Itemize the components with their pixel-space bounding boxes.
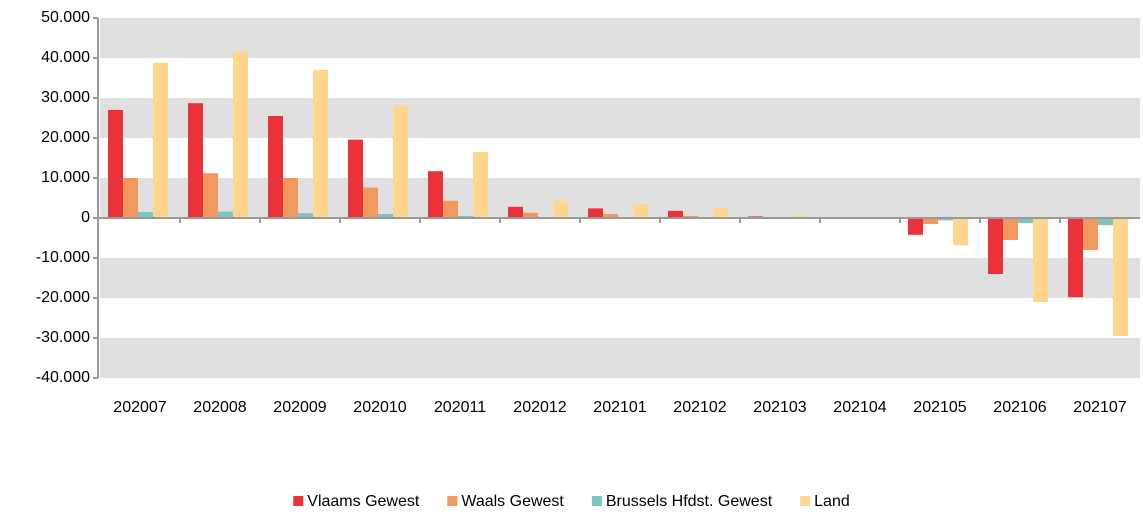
x-tick-label: 202010 [353,399,406,416]
x-tick-label: 202104 [833,399,886,416]
grid-band [100,18,1140,58]
legend-label: Brussels Hfdst. Gewest [606,493,773,510]
x-tick-label: 202007 [113,399,166,416]
x-tick-label: 202102 [673,399,726,416]
y-tick-label: 50.000 [41,9,90,26]
bar [268,116,283,218]
legend-swatch [447,496,457,506]
y-tick-label: 10.000 [41,169,90,186]
grid-band [100,338,1140,378]
bar [203,173,218,218]
bar [633,204,648,218]
grid-band [100,98,1140,138]
x-tick-label: 202105 [913,399,966,416]
grid-band [100,258,1140,298]
bar [348,140,363,218]
bar [393,105,408,218]
y-tick-label: -30.000 [36,329,90,346]
bar [553,201,568,218]
bar [283,178,298,218]
bar [1003,218,1018,240]
bar [188,103,203,218]
x-tick-label: 202011 [434,399,486,416]
bar [668,211,683,218]
legend-swatch [592,496,602,506]
x-tick-label: 202101 [593,399,646,416]
bar [313,70,328,218]
x-tick-label: 202008 [193,399,246,416]
bar [473,152,488,218]
y-tick-label: 40.000 [41,49,90,66]
x-tick-label: 202103 [753,399,806,416]
bar [953,218,968,245]
y-tick-label: 0 [81,209,90,226]
legend-swatch [293,496,303,506]
y-tick-label: -10.000 [36,249,90,266]
bar [588,208,603,218]
y-tick-label: 30.000 [41,89,90,106]
bar [1033,218,1048,302]
bar [428,171,443,218]
bar [123,178,138,218]
bar [713,208,728,218]
bar [1083,218,1098,250]
bar [363,188,378,218]
bar [443,201,458,218]
legend-label: Land [814,493,850,510]
bar [233,51,248,218]
bar [108,110,123,218]
bar [153,63,168,218]
legend-swatch [800,496,810,506]
bar [508,207,523,218]
x-tick-label: 202106 [993,399,1046,416]
y-tick-label: 20.000 [41,129,90,146]
bar [1113,218,1128,336]
x-tick-label: 202009 [273,399,326,416]
x-tick-label: 202107 [1073,399,1126,416]
y-tick-label: -20.000 [36,289,90,306]
y-tick-label: -40.000 [36,369,90,386]
bar [1068,218,1083,297]
bar [988,218,1003,274]
bar [1098,218,1113,225]
legend-label: Vlaams Gewest [307,493,420,510]
x-tick-label: 202012 [513,399,566,416]
grid-band [100,178,1140,218]
legend-label: Waals Gewest [461,493,564,510]
bar [908,218,923,235]
